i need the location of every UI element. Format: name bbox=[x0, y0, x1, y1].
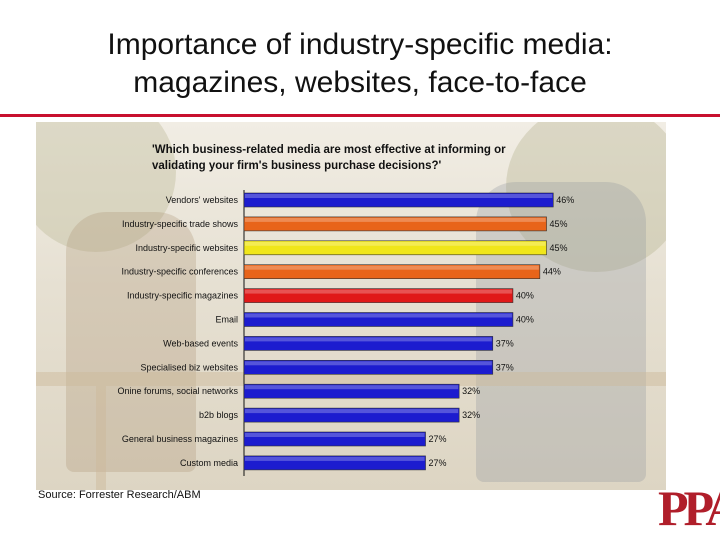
bar bbox=[243, 240, 547, 256]
photo-bench-leg bbox=[96, 386, 106, 490]
bar bbox=[243, 431, 426, 447]
bar-highlight bbox=[245, 265, 539, 270]
value-label: 27% bbox=[429, 458, 447, 468]
bar-highlight bbox=[245, 217, 546, 222]
title-divider bbox=[0, 114, 720, 117]
bar-highlight bbox=[245, 433, 425, 437]
bar-highlight bbox=[245, 194, 553, 198]
category-label: b2b blogs bbox=[199, 410, 239, 420]
source-note: Source: Forrester Research/ABM bbox=[38, 489, 201, 501]
bar bbox=[243, 192, 554, 208]
bar-highlight bbox=[245, 337, 492, 342]
bars: Vendors' websites 46% Industry-specific tr… bbox=[117, 192, 574, 471]
value-label: 45% bbox=[550, 219, 568, 229]
title-line-1: Importance of industry-specific media: bbox=[107, 28, 613, 61]
bar-highlight bbox=[245, 456, 425, 461]
bar-highlight bbox=[245, 385, 459, 390]
chart-question-line-1: 'Which business-related media are most e… bbox=[152, 144, 506, 156]
value-label: 45% bbox=[550, 243, 568, 253]
value-label: 27% bbox=[429, 434, 447, 444]
bar bbox=[243, 336, 494, 351]
value-label: 44% bbox=[543, 267, 561, 277]
background-photo bbox=[36, 122, 666, 490]
bar bbox=[243, 216, 547, 232]
category-label: General business magazines bbox=[122, 434, 239, 444]
bar bbox=[243, 383, 460, 399]
ppai-logo: PPAI bbox=[658, 480, 720, 536]
bar bbox=[243, 312, 514, 327]
bar-highlight bbox=[245, 409, 459, 414]
value-label: 32% bbox=[462, 386, 480, 396]
value-label: 37% bbox=[496, 338, 514, 348]
photo-person-left bbox=[66, 212, 196, 472]
value-label: 37% bbox=[496, 362, 514, 372]
category-label: Email bbox=[215, 315, 238, 325]
photo-bench bbox=[36, 372, 666, 386]
category-label: Custom media bbox=[180, 458, 238, 468]
title-line-2: magazines, websites, face-to-face bbox=[133, 66, 587, 99]
bar-highlight bbox=[245, 289, 512, 294]
category-label: Industry-specific magazines bbox=[127, 291, 239, 301]
bar-highlight bbox=[245, 241, 546, 246]
bar bbox=[243, 264, 541, 280]
bar bbox=[243, 455, 426, 471]
category-label: Onine forums, social networks bbox=[117, 386, 238, 396]
value-label: 40% bbox=[516, 315, 534, 325]
value-label: 46% bbox=[556, 195, 574, 205]
photo-person-right bbox=[476, 182, 646, 482]
category-label: Vendors' websites bbox=[166, 195, 239, 205]
bar bbox=[243, 407, 460, 423]
bar bbox=[243, 288, 514, 303]
category-label: Industry-specific conferences bbox=[121, 267, 238, 277]
bar-highlight bbox=[245, 313, 512, 318]
chart-question-line-2: validating your firm's business purchase… bbox=[152, 160, 441, 172]
category-label: Industry-specific trade shows bbox=[122, 219, 239, 229]
value-label: 40% bbox=[516, 291, 534, 301]
category-label: Specialised biz websites bbox=[140, 362, 238, 372]
value-label: 32% bbox=[462, 410, 480, 420]
category-label: Industry-specific websites bbox=[135, 243, 238, 253]
slide-title: Importance of industry-specific media: m… bbox=[0, 26, 720, 102]
bar bbox=[243, 359, 494, 375]
category-label: Web-based events bbox=[163, 338, 238, 348]
bar-highlight bbox=[245, 361, 492, 366]
